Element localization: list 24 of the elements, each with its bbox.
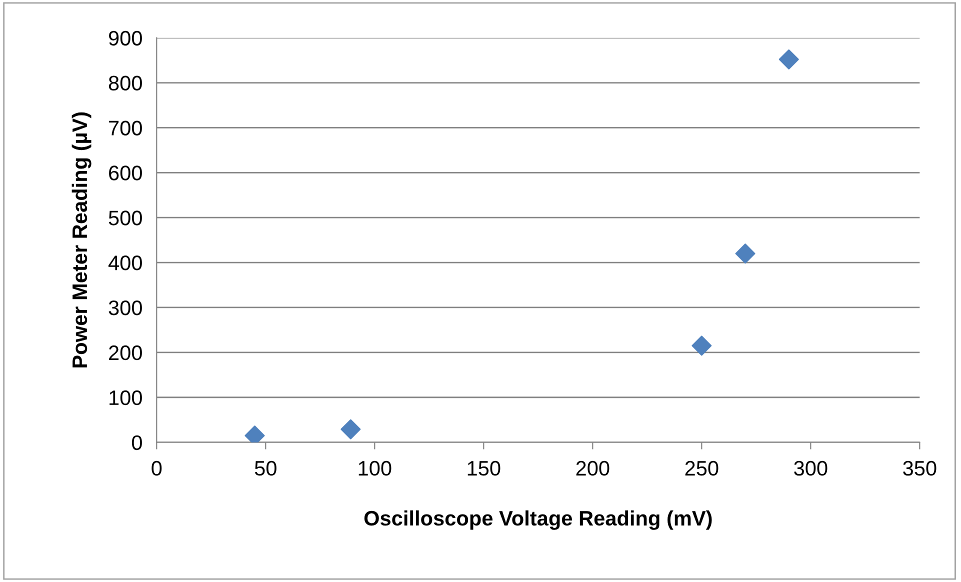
y-tick-label: 500 <box>108 210 142 226</box>
point <box>692 336 712 356</box>
y-tick-label: 300 <box>108 300 142 316</box>
y-tick-label: 600 <box>109 166 142 180</box>
point <box>340 419 361 440</box>
x-tick-label: 100 <box>358 460 392 476</box>
y-tick-label: 800 <box>108 76 142 91</box>
x-tick-label: 250 <box>685 460 718 476</box>
x-tick-label: 50 <box>254 460 276 476</box>
y-tick-label: 0 <box>132 435 142 450</box>
x-tick-label: 200 <box>576 460 610 476</box>
y-tick-label: 700 <box>109 120 142 136</box>
point <box>735 244 756 264</box>
x-tick-label: 0 <box>152 460 162 476</box>
point <box>778 49 799 70</box>
y-axis-title: Power Meter Reading (µV) <box>72 112 92 368</box>
x-tick-label: 150 <box>468 460 500 476</box>
y-tick-label: 900 <box>108 30 142 46</box>
y-tick-label: 400 <box>108 256 142 270</box>
x-tick-label: 300 <box>794 460 828 476</box>
y-tick-label: 200 <box>109 345 142 360</box>
x-tick-label: 350 <box>903 460 936 476</box>
y-tick-label: 100 <box>110 390 142 406</box>
x-axis-title: Oscilloscope Voltage Reading (mV) <box>364 510 712 530</box>
